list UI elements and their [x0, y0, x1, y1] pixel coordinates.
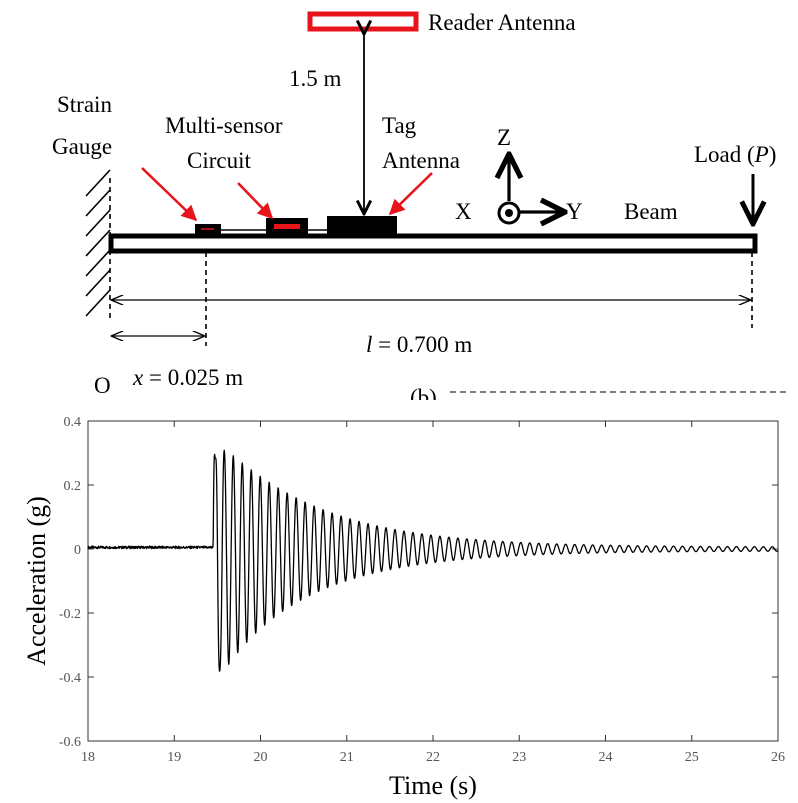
- distance-label: 1.5 m: [289, 66, 342, 91]
- strain-gauge-pointer: [141, 167, 198, 222]
- reader-antenna: [307, 11, 419, 32]
- beam: [108, 233, 758, 254]
- x-tick-label: 20: [254, 750, 268, 765]
- y-axis-title: Acceleration (g): [22, 496, 51, 666]
- tag-antenna-pointer: [388, 172, 433, 216]
- fixed-support-hatch: [85, 169, 111, 317]
- x-tick-label: 21: [340, 750, 354, 765]
- tag-antenna-label-line1: Tag: [382, 113, 417, 138]
- multi-sensor-chip: [274, 224, 300, 229]
- multi-sensor-label-line2: Circuit: [187, 148, 251, 173]
- origin-label: O: [94, 373, 111, 398]
- y-tick-label: 0.4: [64, 415, 82, 430]
- tick-marks: [87, 420, 779, 742]
- beam-setup-diagram: Reader Antenna 1.5 m Strain Gauge: [52, 10, 786, 410]
- partial-caption: (b): [410, 385, 437, 410]
- acceleration-series-line: [87, 449, 779, 672]
- x-tick-label: 23: [512, 750, 526, 765]
- plot-area: [87, 420, 779, 742]
- y-tick-label: -0.2: [59, 607, 81, 622]
- length-label: l = 0.700 m: [366, 332, 472, 357]
- x-tick-label: 18: [81, 750, 95, 765]
- x-tick-label: 25: [685, 750, 699, 765]
- x-tick-label: 26: [771, 750, 785, 765]
- coordinate-axes: [499, 154, 565, 223]
- acceleration-chart: 0.4 0.2 0 -0.2 -0.4 -0.6 18 19 20 21 22 23 24 25 26 A…: [22, 415, 785, 800]
- axis-x-label: X: [455, 199, 472, 224]
- x-tick-labels: 18 19 20 21 22 23 24 25 26: [81, 750, 785, 765]
- strain-gauge-label-line1: Strain: [57, 92, 112, 117]
- y-tick-label: 0.2: [64, 479, 82, 494]
- y-tick-label: -0.4: [59, 671, 81, 686]
- multi-sensor-label-line1: Multi-sensor: [165, 113, 283, 138]
- axis-y-label: Y: [566, 199, 583, 224]
- y-tick-label: 0: [74, 543, 81, 558]
- position-label: x = 0.025 m: [132, 365, 243, 390]
- x-axis-title: Time (s): [389, 771, 477, 800]
- tag-antenna: [327, 216, 397, 235]
- reader-antenna-label: Reader Antenna: [428, 10, 576, 35]
- multi-sensor-pointer: [237, 182, 274, 220]
- x-tick-label: 22: [426, 750, 440, 765]
- axis-z-label: Z: [497, 125, 511, 150]
- x-tick-label: 24: [599, 750, 613, 765]
- strain-gauge-label-line2: Gauge: [52, 134, 112, 159]
- tag-antenna-label-line2: Antenna: [382, 148, 460, 173]
- y-tick-label: -0.6: [59, 735, 81, 750]
- y-tick-labels: 0.4 0.2 0 -0.2 -0.4 -0.6: [59, 415, 81, 750]
- load-label: Load (P): [694, 142, 776, 167]
- beam-label: Beam: [624, 199, 678, 224]
- x-tick-label: 19: [167, 750, 181, 765]
